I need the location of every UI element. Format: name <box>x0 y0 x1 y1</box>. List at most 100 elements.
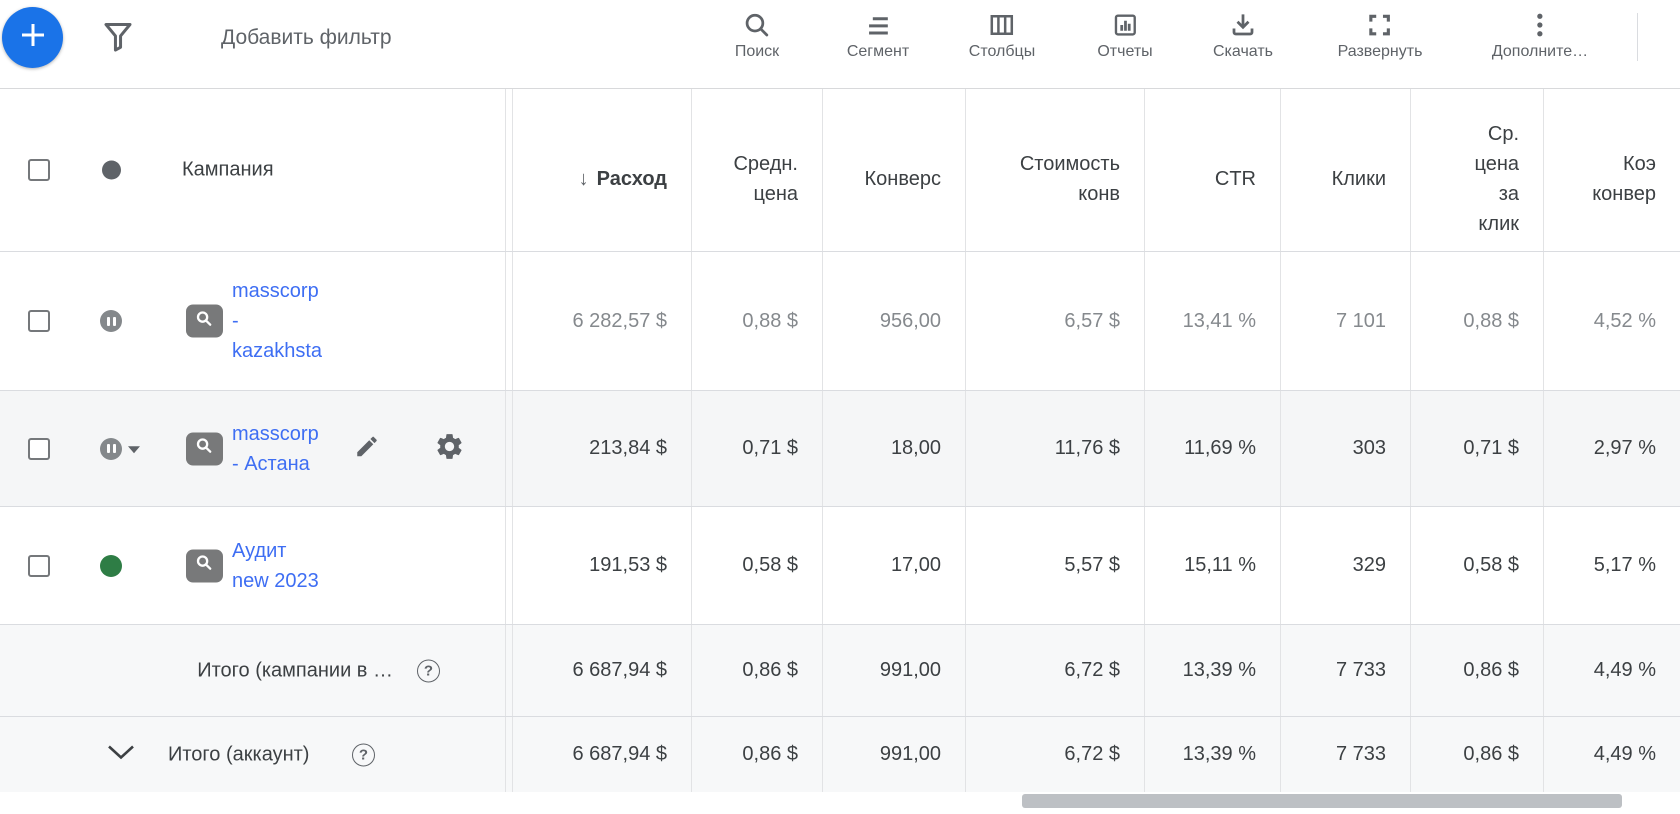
totals-account-row: Итого (аккаунт) ? 6 687,94 $ 0,86 $ 991,… <box>0 716 1680 792</box>
plus-icon <box>16 18 50 57</box>
table-header-row: Кампания ↓ Расход Средн. цена Конверс Сто… <box>0 89 1680 251</box>
cost-total-cell: 6 687,94 $ <box>512 625 691 716</box>
clicks-total-cell: 7 733 <box>1280 717 1410 792</box>
avg-price-cell: 0,71 $ <box>691 391 822 506</box>
conversions-total-cell: 991,00 <box>822 625 965 716</box>
totals-campaigns-row: Итого (кампании в … ? 6 687,94 $ 0,86 $ … <box>0 624 1680 716</box>
download-button[interactable]: Скачать <box>1213 10 1273 61</box>
campaign-link[interactable]: Аудит new 2023 <box>232 539 319 592</box>
ctr-cell: 13,41 % <box>1144 252 1280 390</box>
expand-totals-chevron-icon[interactable] <box>106 743 136 766</box>
reports-chart-icon <box>1097 10 1152 40</box>
avg-price-total-cell: 0,86 $ <box>691 717 822 792</box>
tool-label: Дополните… <box>1491 43 1589 60</box>
cost-cell: 191,53 $ <box>512 507 691 624</box>
column-header-conv-rate[interactable]: Коэ конвер <box>1543 89 1680 251</box>
campaign-link[interactable]: masscorp - kazakhsta <box>232 280 323 362</box>
filter-funnel-icon[interactable] <box>100 18 136 63</box>
conv-rate-cell: 2,97 % <box>1543 391 1680 506</box>
column-header-cost-per-conv[interactable]: Стоимость конв <box>965 89 1144 251</box>
column-header-ctr[interactable]: CTR <box>1144 89 1280 251</box>
table-row: Аудит new 2023 191,53 $ 0,58 $ 17,00 5,5… <box>0 506 1680 624</box>
avg-cpc-total-cell: 0,86 $ <box>1410 625 1543 716</box>
cost-cell: 6 282,57 $ <box>512 252 691 390</box>
clicks-total-cell: 7 733 <box>1280 625 1410 716</box>
column-header-avg-cpc[interactable]: Ср. цена за клик <box>1410 89 1543 251</box>
cost-total-cell: 6 687,94 $ <box>512 717 691 792</box>
help-icon[interactable]: ? <box>417 659 440 682</box>
cost-per-conv-cell: 5,57 $ <box>965 507 1144 624</box>
clicks-cell: 329 <box>1280 507 1410 624</box>
totals-label-cell: Итого (кампании в … ? <box>0 625 505 716</box>
magnifier-icon <box>194 436 215 462</box>
row-checkbox[interactable] <box>28 554 50 577</box>
tool-label: Отчеты <box>1097 43 1153 60</box>
conv-rate-total-cell: 4,49 % <box>1543 625 1680 716</box>
conversions-total-cell: 991,00 <box>822 717 965 792</box>
status-enabled-icon[interactable] <box>100 554 122 577</box>
segment-icon <box>847 10 909 40</box>
conv-rate-total-cell: 4,49 % <box>1543 717 1680 792</box>
column-header-campaign[interactable]: Кампания <box>182 158 274 181</box>
clicks-cell: 7 101 <box>1280 252 1410 390</box>
conversions-cell: 17,00 <box>822 507 965 624</box>
horizontal-scrollbar[interactable] <box>0 792 1680 810</box>
scrollbar-thumb[interactable] <box>1022 794 1622 808</box>
expand-button[interactable]: Развернуть <box>1337 10 1423 61</box>
column-header-clicks[interactable]: Клики <box>1280 89 1410 251</box>
table-row: masscorp - Астана 213,84 $ 0,71 $ 18,00 … <box>0 390 1680 506</box>
edit-pencil-icon[interactable] <box>354 433 380 464</box>
column-header-cost[interactable]: ↓ Расход <box>512 89 691 251</box>
segment-button[interactable]: Сегмент <box>847 10 909 61</box>
avg-price-cell: 0,88 $ <box>691 252 822 390</box>
reports-button[interactable]: Отчеты <box>1097 10 1153 61</box>
conv-rate-cell: 4,52 % <box>1543 252 1680 390</box>
avg-price-total-cell: 0,86 $ <box>691 625 822 716</box>
detail-search-button[interactable] <box>186 549 223 582</box>
fullscreen-icon <box>1338 10 1423 40</box>
cost-per-conv-cell: 11,76 $ <box>965 391 1144 506</box>
campaign-link[interactable]: masscorp - Астана <box>232 422 319 475</box>
search-button[interactable]: Поиск <box>735 10 779 61</box>
add-campaign-button[interactable] <box>2 7 63 68</box>
add-filter-label[interactable]: Добавить фильтр <box>221 26 392 49</box>
status-paused-icon[interactable] <box>100 437 122 460</box>
avg-cpc-cell: 0,88 $ <box>1410 252 1543 390</box>
detail-search-button[interactable] <box>186 432 223 465</box>
status-caret-icon[interactable] <box>128 445 140 453</box>
ctr-total-cell: 13,39 % <box>1144 717 1280 792</box>
tool-label: Поиск <box>734 43 780 60</box>
cost-cell: 213,84 $ <box>512 391 691 506</box>
avg-price-cell: 0,58 $ <box>691 507 822 624</box>
tool-label: Сегмент <box>846 43 910 60</box>
campaigns-table: Кампания ↓ Расход Средн. цена Конверс Сто… <box>0 88 1680 793</box>
row-checkbox[interactable] <box>28 310 50 332</box>
more-button[interactable]: Дополните… <box>1492 10 1588 61</box>
avg-cpc-total-cell: 0,86 $ <box>1410 717 1543 792</box>
more-vert-icon <box>1492 10 1588 40</box>
clicks-cell: 303 <box>1280 391 1410 506</box>
tool-label: Развернуть <box>1337 43 1423 60</box>
ctr-cell: 11,69 % <box>1144 391 1280 506</box>
conversions-cell: 18,00 <box>822 391 965 506</box>
cost-per-conv-total-cell: 6,72 $ <box>965 625 1144 716</box>
tool-label: Скачать <box>1213 43 1273 60</box>
status-paused-icon[interactable] <box>100 310 122 332</box>
search-icon <box>735 10 779 40</box>
avg-cpc-cell: 0,71 $ <box>1410 391 1543 506</box>
row-checkbox[interactable] <box>28 437 50 460</box>
column-header-conversions[interactable]: Конверс <box>822 89 965 251</box>
campaign-cell: masscorp - Астана <box>0 391 505 506</box>
download-icon <box>1213 10 1273 40</box>
settings-gear-icon[interactable] <box>434 431 465 467</box>
detail-search-button[interactable] <box>186 304 223 338</box>
columns-button[interactable]: Столбцы <box>969 10 1035 61</box>
totals-campaigns-label: Итого (кампании в … <box>197 659 393 681</box>
table-row: masscorp - kazakhsta 6 282,57 $ 0,88 $ 9… <box>0 251 1680 390</box>
tool-label: Столбцы <box>968 43 1036 60</box>
help-icon[interactable]: ? <box>352 743 375 766</box>
select-all-checkbox[interactable] <box>28 159 50 181</box>
campaign-cell: masscorp - kazakhsta <box>0 252 505 390</box>
column-header-avg-price[interactable]: Средн. цена <box>691 89 822 251</box>
